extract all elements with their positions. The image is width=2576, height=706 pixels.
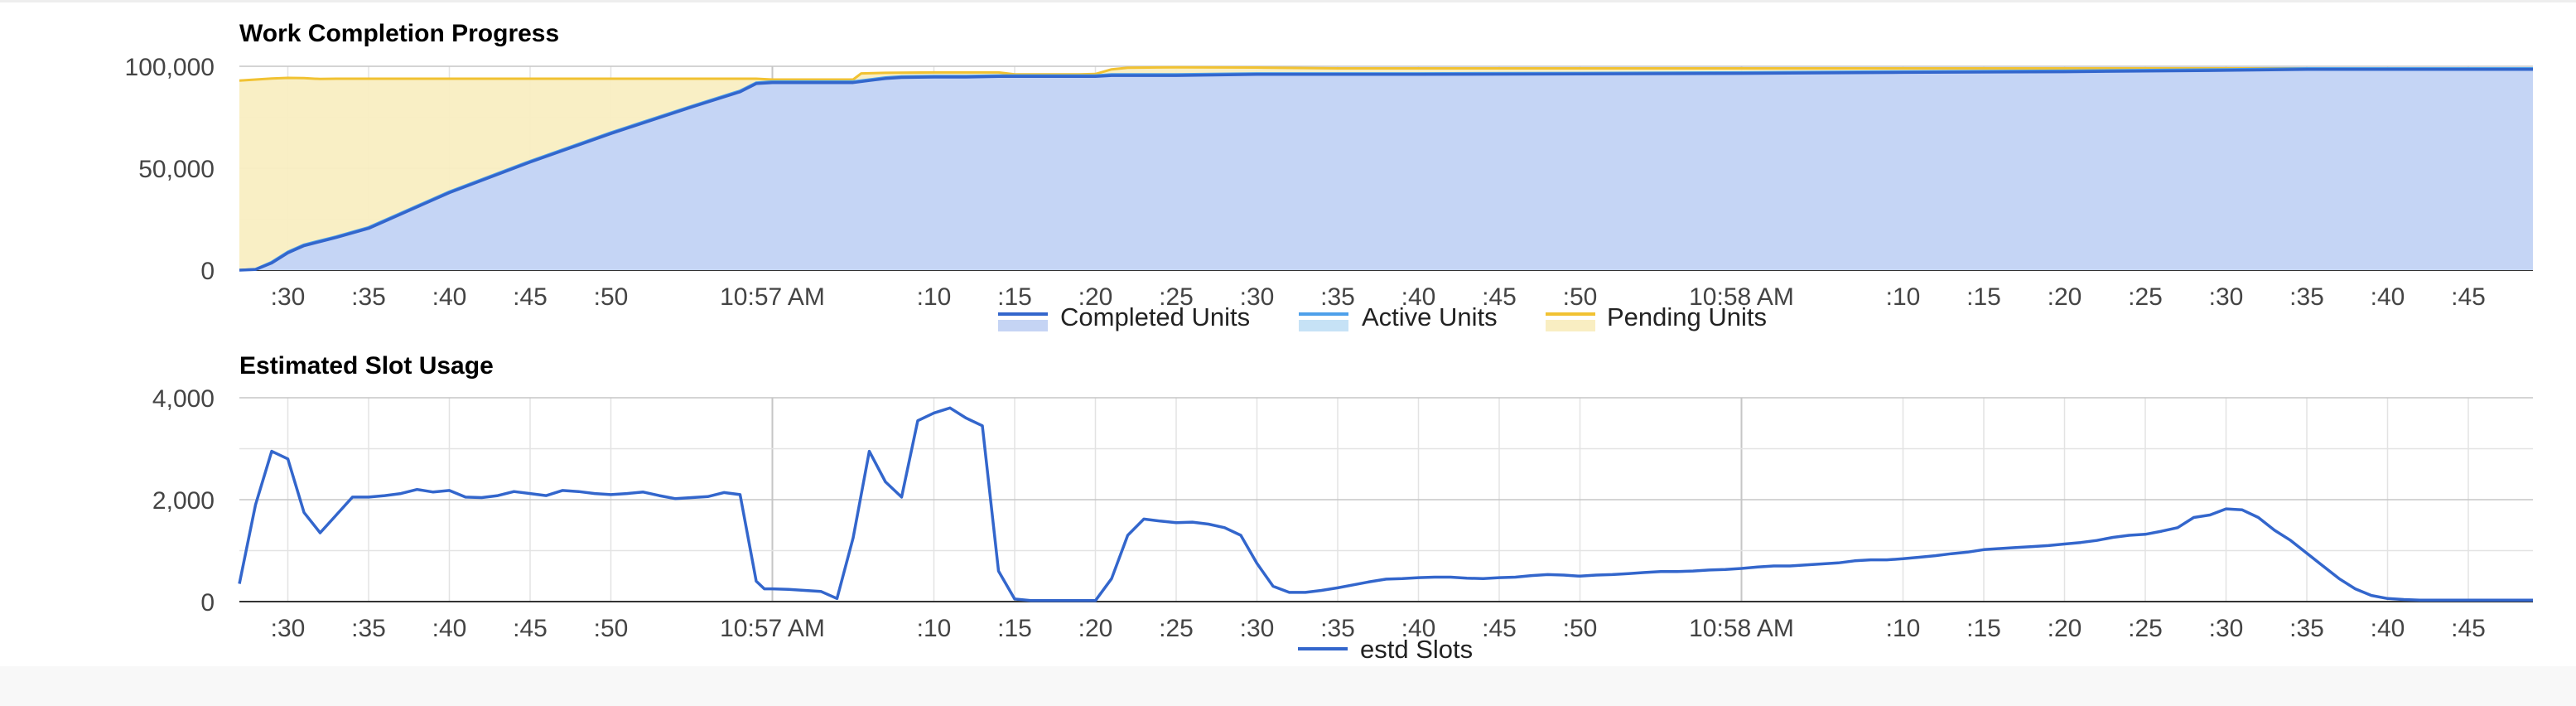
- chart2-x-tick-label: :50: [594, 615, 629, 642]
- chart2-x-tick-label: :45: [1482, 615, 1517, 642]
- legend-label-completed-units: Completed Units: [1060, 302, 1250, 331]
- legend-item-active-units[interactable]: Active Units: [1299, 302, 1498, 331]
- chart2-x-tick-label: :35: [1320, 615, 1355, 642]
- chart1-x-tick-label: :25: [2128, 283, 2163, 311]
- chart-title-slot-usage: Estimated Slot Usage: [239, 352, 494, 380]
- chart1-x-tick-label: :50: [1563, 283, 1598, 311]
- chart1-y-ticks: 0 50,000 100,000: [125, 54, 215, 285]
- chart1-x-tick-label: :10: [1886, 283, 1921, 311]
- chart2-y-tick-label: 4,000: [152, 385, 215, 413]
- legend-swatch-completed-fill: [998, 320, 1048, 331]
- legend-item-pending-units[interactable]: Pending Units: [1546, 302, 1767, 331]
- chart2-x-tick-label: :40: [432, 615, 467, 642]
- chart2-x-tick-label: :40: [2371, 615, 2405, 642]
- chart2-y-ticks: 0 2,000 4,000: [152, 385, 215, 617]
- series-line-estd-slots: [238, 406, 2533, 602]
- series-line-completed-units: [239, 67, 2533, 272]
- chart1-x-tick-label: :25: [1159, 283, 1194, 311]
- chart2-x-tick-label: :30: [2209, 615, 2244, 642]
- chart2-x-tick-label: :20: [1078, 615, 1113, 642]
- legend-label-estd-slots: estd Slots: [1360, 635, 1473, 664]
- area-completed-units: [239, 69, 2533, 270]
- chart2-lines: [238, 406, 2533, 602]
- chart2-x-tick-label: :15: [1966, 615, 2001, 642]
- chart1-x-tick-label: :40: [432, 283, 467, 311]
- chart1-x-tick-label: :35: [1320, 283, 1355, 311]
- chart2-y-tick-label: 0: [200, 589, 215, 617]
- chart1-x-tick-label: :40: [2371, 283, 2405, 311]
- chart1-x-tick-label: :15: [1966, 283, 2001, 311]
- chart1-legend: Completed Units Active Units Pending Uni…: [998, 302, 1767, 331]
- legend-item-completed-units[interactable]: Completed Units: [998, 302, 1250, 331]
- chart1-x-tick-label: :30: [271, 283, 306, 311]
- chart2-x-tick-label: :45: [2451, 615, 2486, 642]
- chart1-x-tick-label: 10:57 AM: [720, 283, 825, 311]
- chart1-y-tick-label: 50,000: [138, 156, 215, 183]
- estimated-slot-usage-chart: Estimated Slot Usage 0 2,000 4,000 :30 :35:…: [152, 352, 2533, 664]
- chart1-x-tick-label: :10: [917, 283, 952, 311]
- legend-label-pending-units: Pending Units: [1607, 302, 1767, 331]
- chart1-x-tick-label: :30: [2209, 283, 2244, 311]
- chart2-x-tick-label: :40: [1401, 615, 1436, 642]
- legend-swatch-active-fill: [1299, 320, 1348, 331]
- chart2-x-tick-label: :10: [917, 615, 952, 642]
- chart1-x-tick-label: :20: [2048, 283, 2082, 311]
- legend-item-estd-slots[interactable]: estd Slots: [1298, 635, 1473, 664]
- chart1-areas: [239, 67, 2533, 270]
- chart-title-work-completion: Work Completion Progress: [239, 20, 559, 47]
- chart1-x-tick-label: :45: [513, 283, 548, 311]
- chart1-lines: [239, 65, 2533, 272]
- chart2-x-tick-label: 10:57 AM: [720, 615, 825, 642]
- chart1-x-tick-label: :30: [1240, 283, 1275, 311]
- chart1-x-tick-label: :45: [1482, 283, 1517, 311]
- legend-swatch-pending-fill: [1546, 320, 1595, 331]
- chart1-x-tick-label: :45: [2451, 283, 2486, 311]
- chart1-x-tick-label: :35: [2289, 283, 2324, 311]
- chart2-x-ticks: :30 :35 :40 :45 :50 10:57 AM :10 :15 :20 :25 :30 :3…: [271, 615, 2486, 642]
- chart1-x-tick-label: :50: [594, 283, 629, 311]
- chart1-y-tick-label: 0: [200, 258, 215, 285]
- chart1-x-tick-label: :35: [351, 283, 386, 311]
- work-completion-chart: Work Completion Progress 050,000100,000 …: [125, 20, 2533, 331]
- chart1-x-tick-label: :40: [1401, 283, 1436, 311]
- chart2-legend: estd Slots: [1298, 635, 1473, 664]
- chart1-y-tick-label: 100,000: [125, 54, 215, 81]
- chart2-x-tick-label: :35: [2289, 615, 2324, 642]
- chart2-gridlines: [239, 397, 2533, 602]
- chart2-y-tick-label: 2,000: [152, 487, 215, 515]
- chart2-x-tick-label: :50: [1563, 615, 1598, 642]
- chart2-x-tick-label: :20: [2048, 615, 2082, 642]
- chart1-x-ticks: :30 :35 :40 :45 :50 10:57 AM :10 :15 :20 :25 :30 :3…: [271, 283, 2486, 311]
- legend-label-active-units: Active Units: [1362, 302, 1498, 331]
- chart2-x-tick-label: :35: [351, 615, 386, 642]
- chart2-x-tick-label: :10: [1886, 615, 1921, 642]
- chart1-x-tick-label: :15: [997, 283, 1032, 311]
- chart2-x-tick-label: :25: [1159, 615, 1194, 642]
- chart2-x-tick-label: :45: [513, 615, 548, 642]
- chart2-x-tick-label: :30: [1240, 615, 1275, 642]
- chart2-x-tick-label: 10:58 AM: [1689, 615, 1794, 642]
- series-line-pending-units: [239, 65, 2533, 82]
- chart2-x-tick-label: :25: [2128, 615, 2163, 642]
- chart2-x-tick-label: :15: [997, 615, 1032, 642]
- chart2-x-tick-label: :30: [271, 615, 306, 642]
- chart1-x-tick-label: :20: [1078, 283, 1113, 311]
- chart1-x-tick-label: 10:58 AM: [1689, 283, 1794, 311]
